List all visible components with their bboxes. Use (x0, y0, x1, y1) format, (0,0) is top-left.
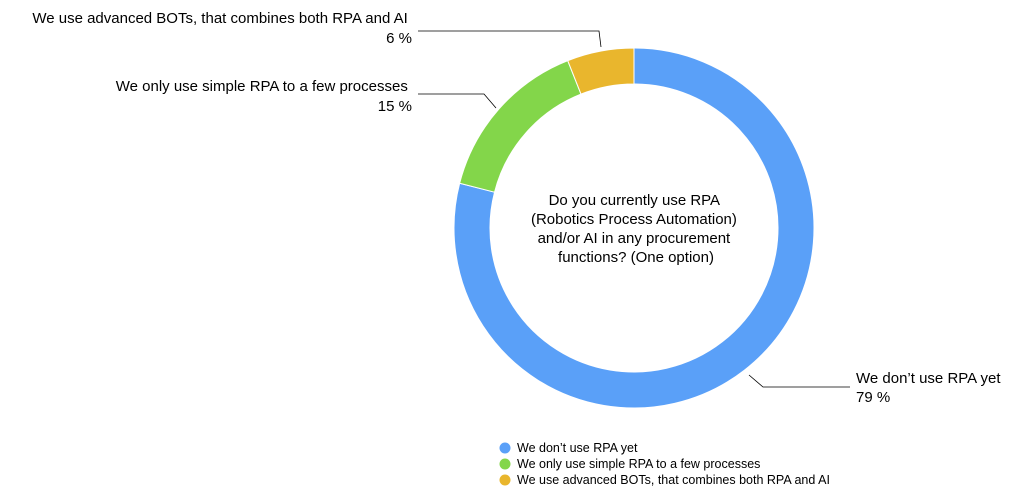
callout-advanced-bots-value: 6 % (386, 30, 412, 47)
legend-swatch-advanced-bots (499, 474, 511, 486)
callout-no-rpa-label: We don’t use RPA yet (856, 370, 1001, 387)
callout-advanced-bots: We use advanced BOTs, that combines both… (32, 10, 412, 47)
center-line-2: (Robotics Process Automation) (531, 211, 737, 228)
leader-line-advanced-bots (418, 30, 602, 48)
chart-center-question: Do you currently use RPA (Robotics Proce… (531, 192, 741, 266)
slice-no-rpa (453, 47, 815, 409)
legend-swatch-simple-rpa (499, 458, 511, 470)
legend: We don’t use RPA yet We only use simple … (499, 441, 830, 487)
legend-swatch-no-rpa (499, 442, 511, 454)
leader-line-no-rpa (748, 374, 850, 388)
legend-label-simple-rpa: We only use simple RPA to a few processe… (517, 457, 760, 471)
center-line-3: and/or AI in any procurement (538, 230, 731, 247)
center-line-1: Do you currently use RPA (549, 192, 720, 209)
callout-no-rpa-value: 79 % (856, 389, 890, 406)
callout-no-rpa: We don’t use RPA yet 79 % (856, 370, 1005, 406)
legend-label-no-rpa: We don’t use RPA yet (517, 441, 638, 455)
donut-slices (453, 47, 815, 409)
callout-simple-rpa-value: 15 % (378, 98, 412, 115)
center-line-4: functions? (One option) (558, 249, 714, 266)
leader-line-simple-rpa (418, 93, 497, 109)
legend-label-advanced-bots: We use advanced BOTs, that combines both… (517, 473, 830, 487)
slice-advanced-bots (567, 47, 635, 95)
callout-advanced-bots-label: We use advanced BOTs, that combines both… (32, 10, 408, 27)
callout-simple-rpa: We only use simple RPA to a few processe… (116, 78, 412, 115)
callout-simple-rpa-label: We only use simple RPA to a few processe… (116, 78, 408, 95)
slice-simple-rpa (459, 59, 582, 193)
